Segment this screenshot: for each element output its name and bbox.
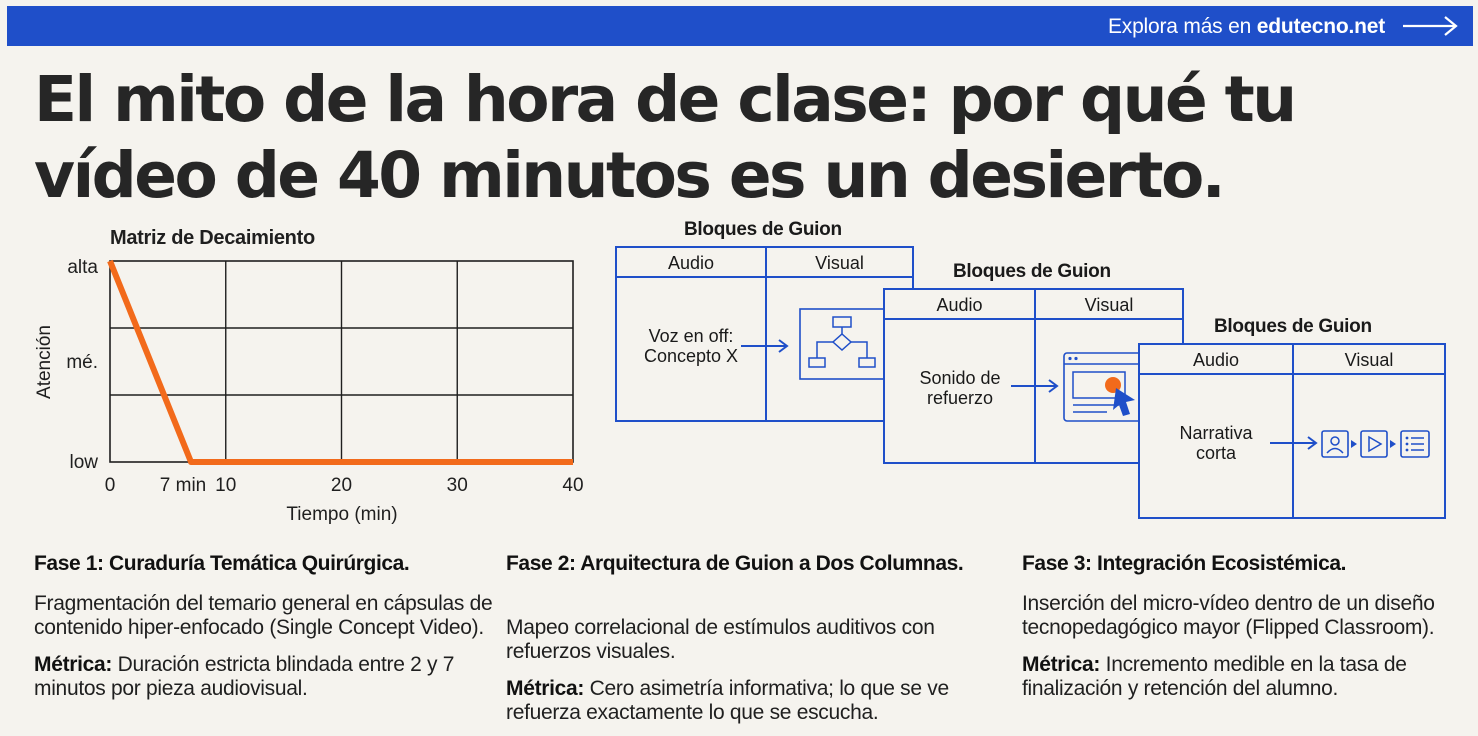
phase-1-metric-text: Duración estricta blindada entre 2 y 7 m… [34,653,455,700]
arrow-right-icon [1270,436,1318,450]
block-3-audio-text: Narrativa corta [1179,423,1253,463]
top-banner: Explora más en edutecno.net [7,6,1473,46]
block-3-audio-header: Audio [1140,345,1294,375]
block-1-audio-header: Audio [617,248,767,278]
y-tick-label: alta [67,257,98,278]
block-3-visual-header: Visual [1294,345,1444,375]
play-icon [1360,430,1388,458]
phase-1-metric-label: Métrica: [34,653,113,676]
phase-2-description: Mapeo correlacional de estímulos auditiv… [506,616,935,663]
script-block-2: Audio Visual Sonido de refuerzo [883,288,1184,464]
x-tick-label: 0 [105,475,116,496]
x-tick-label: 30 [447,475,468,496]
block-3-title: Bloques de Guion [1214,316,1372,337]
phase-1-metric: Métrica: Duración estricta blindada entr… [34,653,504,701]
x-tick-label: 20 [331,475,352,496]
block-2-title: Bloques de Guion [953,261,1111,282]
phase-3-description: Inserción del micro-vídeo dentro de un d… [1022,592,1435,639]
y-tick-label: low [69,452,98,473]
explore-domain: edutecno.net [1256,15,1385,38]
block-1-visual-header: Visual [767,248,912,278]
list-icon [1400,430,1430,458]
arrow-right-icon [741,339,789,353]
block-2-audio-header: Audio [885,290,1036,320]
x-tick-label: 10 [215,475,236,496]
decay-chart: Matriz de Decaimiento 0 7 min 10 20 30 40 alta… [34,227,584,525]
block-2-audio-text: Sonido de refuerzo [919,368,1001,408]
chart-xlabel: Tiempo (min) [286,504,397,525]
phase-2-title: Fase 2: Arquitectura de Guion a Dos Colu… [506,552,964,575]
block-1-title: Bloques de Guion [684,219,842,240]
chart-title: Matriz de Decaimiento [110,227,315,249]
x-tick-label: 40 [562,475,583,496]
script-block-1: Audio Visual Voz en off: Concepto X [615,246,914,422]
headline: El mito de la hora de clase: por qué tu … [34,63,1297,212]
y-tick-label: mé. [66,352,98,373]
phase-2-metric-text: Cero asimetría informativa; lo que se ve… [506,677,949,724]
block-2-visual-header: Visual [1036,290,1182,320]
phase-3-metric-text: Incremento medible en la tasa de finaliz… [1022,653,1407,700]
phase-1-title: Fase 1: Curaduría Temática Quirúrgica. [34,552,410,575]
phase-3-metric: Métrica: Incremento medible en la tasa d… [1022,653,1462,701]
phase-3-metric-label: Métrica: [1022,653,1101,676]
x-tick-label: 7 min [160,475,206,496]
explore-link[interactable]: Explora más en edutecno.net [1108,15,1385,39]
attention-line [107,259,573,465]
user-play-list-icons [1321,430,1430,458]
phase-1-description: Fragmentación del temario general en cáp… [34,592,493,639]
flowchart-icon [799,308,885,380]
phase-2: Fase 2: Arquitectura de Guion a Dos Colu… [506,552,976,725]
phase-3: Fase 3: Integración Ecosistémica. Inserc… [1022,552,1462,701]
user-icon [1321,430,1349,458]
chart-ylabel: Atención [34,325,55,399]
arrow-right-icon [1011,379,1059,393]
click-interface-icon [1063,352,1143,422]
chart-ticks: 0 7 min 10 20 30 40 alta mé. low [66,257,583,496]
script-block-3: Audio Visual Narrativa corta [1138,343,1446,519]
arrow-right-icon[interactable] [1401,14,1459,38]
phase-2-metric: Métrica: Cero asimetría informativa; lo … [506,677,976,725]
phase-2-metric-label: Métrica: [506,677,585,700]
explore-prefix: Explora más en [1107,15,1252,38]
phase-1: Fase 1: Curaduría Temática Quirúrgica. F… [34,552,504,701]
phase-3-title: Fase 3: Integración Ecosistémica. [1022,552,1347,575]
block-1-audio-text: Voz en off: Concepto X [643,326,739,366]
